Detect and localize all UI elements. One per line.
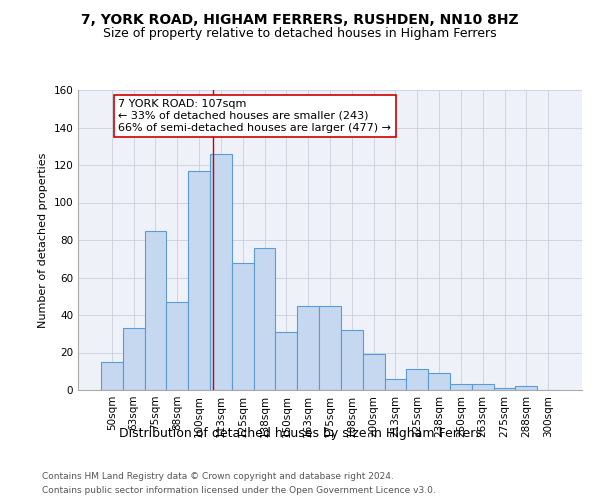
Bar <box>341 330 363 390</box>
Text: 7, YORK ROAD, HIGHAM FERRERS, RUSHDEN, NN10 8HZ: 7, YORK ROAD, HIGHAM FERRERS, RUSHDEN, N… <box>81 12 519 26</box>
Bar <box>166 302 188 390</box>
Bar <box>210 154 232 390</box>
Bar <box>188 170 210 390</box>
Bar <box>254 248 275 390</box>
Text: Contains public sector information licensed under the Open Government Licence v3: Contains public sector information licen… <box>42 486 436 495</box>
Bar <box>472 384 494 390</box>
Bar <box>450 384 472 390</box>
Text: 7 YORK ROAD: 107sqm
← 33% of detached houses are smaller (243)
66% of semi-detac: 7 YORK ROAD: 107sqm ← 33% of detached ho… <box>118 100 391 132</box>
Bar <box>319 306 341 390</box>
Bar <box>145 230 166 390</box>
Bar <box>515 386 537 390</box>
Text: Distribution of detached houses by size in Higham Ferrers: Distribution of detached houses by size … <box>119 428 481 440</box>
Bar <box>275 332 297 390</box>
Bar <box>363 354 385 390</box>
Bar <box>297 306 319 390</box>
Bar <box>385 379 406 390</box>
Bar <box>123 328 145 390</box>
Bar <box>428 373 450 390</box>
Y-axis label: Number of detached properties: Number of detached properties <box>38 152 48 328</box>
Bar <box>101 362 123 390</box>
Bar <box>232 262 254 390</box>
Text: Contains HM Land Registry data © Crown copyright and database right 2024.: Contains HM Land Registry data © Crown c… <box>42 472 394 481</box>
Bar <box>406 370 428 390</box>
Bar <box>494 388 515 390</box>
Text: Size of property relative to detached houses in Higham Ferrers: Size of property relative to detached ho… <box>103 28 497 40</box>
